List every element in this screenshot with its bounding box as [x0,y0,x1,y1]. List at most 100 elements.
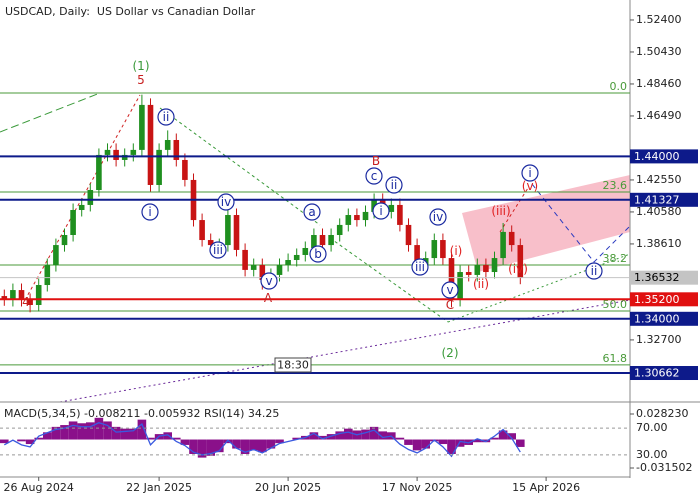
macd-bar [163,432,172,440]
candle-body [397,204,403,225]
level-label: 1.36532 [634,271,680,284]
candle-body [311,234,317,248]
macd-bar [60,425,69,440]
macd-bar [498,430,508,440]
wave-circle [141,203,159,221]
candle-body [414,245,420,266]
macd-bar [378,431,387,440]
candle-body [96,154,102,191]
macd-bar [129,428,138,440]
candle-body [491,258,498,273]
y-tick-label: 1.52400 [636,13,682,26]
macd-bar [206,439,215,456]
level-label: 1.30662 [634,367,680,380]
candle-body [508,231,515,246]
candle-body [405,224,412,246]
candle-body [500,231,506,259]
projection-line [531,183,631,263]
macd-bar [0,439,9,444]
wave-circle [429,208,447,226]
macd-bar [25,439,35,445]
candle-body [465,272,472,275]
macd-bar [309,432,319,440]
macd-bar [17,439,26,442]
wave-label: i [148,205,151,219]
y-tick-label: 0.028230 [636,407,689,420]
wave-circle [385,176,403,194]
candle-body [457,272,463,300]
macd-bar [146,437,155,440]
macd-bar [68,421,78,440]
candle-body [113,149,119,160]
indicator-title: MACD(5,34,5) -0.008211 -0.005932 RSI(14)… [4,407,279,420]
candle-body [182,159,188,180]
candle-body [156,149,162,185]
macd-bar [249,439,258,451]
wave-label: iii [213,243,223,257]
y-tick-label: 1.40580 [636,205,682,218]
wave-circle [309,245,327,263]
fib-label: 50.0 [603,298,628,311]
wave-label: (v) [522,179,538,193]
candle-body [173,139,180,160]
wave-circle [260,272,278,290]
macd-bar [438,439,448,445]
macd-bar [197,439,207,458]
wave-circle [372,202,390,220]
wave-label: iii [415,260,425,274]
macd-bar [43,432,52,440]
fib-label: 38.2 [603,252,628,265]
candle-body [448,258,455,300]
x-tick-label: 15 Apr 2026 [512,481,580,494]
candle-body [302,247,309,255]
wave-circle [365,167,383,185]
candle-body [104,149,111,155]
chart-title: USDCAD, Daily: US Dollar vs Canadian Dol… [5,5,256,18]
macd-bar [507,433,516,440]
level-box [630,149,698,164]
y-tick-label: 1.38610 [636,237,682,250]
macd-bar [77,423,86,440]
macd-bar [266,439,276,449]
candle-body [233,215,240,250]
wave-label: (iii) [491,204,510,218]
wave-circle [217,193,235,211]
candle-body [242,249,248,270]
macd-bar [412,439,422,451]
y-tick-label: -0.031502 [636,461,692,474]
level-label: 1.34000 [634,312,680,325]
candle-body [276,265,283,275]
candle-body [121,154,128,160]
trend-line [329,237,449,323]
candle-body [362,211,369,221]
macd-bar [94,417,104,440]
trend-line [0,92,101,133]
wave-label: a [308,205,315,219]
wave-label: ii [591,264,598,278]
fib-label: 61.8 [603,352,628,365]
macd-bar [473,439,482,443]
y-tick-label: 1.46490 [636,109,682,122]
macd-bar [404,439,413,445]
macd-bar [215,439,224,453]
wave-label: (i) [450,244,463,258]
candle-body [225,215,231,246]
candle-body [483,265,489,273]
macd-bar [318,435,327,440]
wave-label: ii [163,110,170,124]
wave-circle [521,164,539,182]
candle-body [250,265,257,270]
macd-bar [189,439,198,454]
candle-body [199,220,205,241]
wave-label: ii [391,178,398,192]
level-box [630,270,698,285]
candle-body [388,204,395,212]
candle-body [18,290,25,300]
x-tick-label: 22 Jan 2025 [126,481,192,494]
x-tick-label: 20 Jun 2025 [255,481,321,494]
time-box [274,357,312,373]
level-box [630,192,698,207]
candle-body [207,240,214,246]
